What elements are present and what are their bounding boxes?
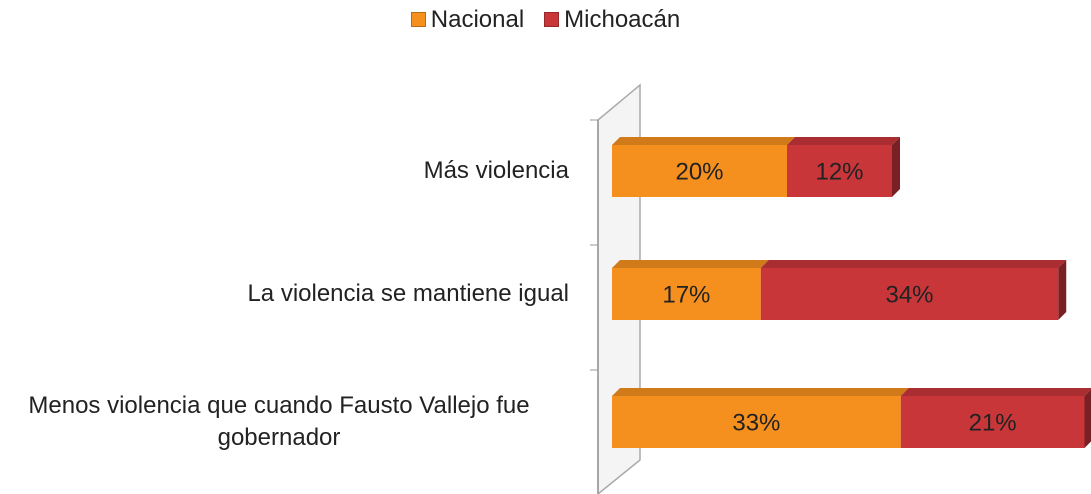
legend-item: Nacional [410, 6, 525, 34]
category-text: Menos violencia que cuando Fausto Vallej… [28, 392, 530, 451]
bar-top [760, 260, 1067, 268]
bar-top [900, 388, 1091, 396]
legend-swatch [544, 12, 560, 27]
bar-top [787, 137, 900, 145]
bar-side [1058, 260, 1067, 320]
category-label: La violencia se mantiene igual [0, 278, 569, 310]
legend-label: Nacional [430, 6, 525, 33]
legend-label: Michoacán [564, 6, 681, 33]
value-label: 34% [885, 281, 933, 308]
legend: Nacional Michoacán [0, 6, 1091, 34]
category-label: Más violencia [0, 155, 569, 187]
bar [900, 396, 1085, 448]
category-text: La violencia se mantiene igual [247, 280, 569, 307]
legend-item: Michoacán [544, 6, 680, 34]
bar [612, 145, 787, 197]
value-label: 21% [969, 409, 1017, 436]
bar [612, 396, 901, 448]
bar [787, 145, 892, 197]
value-label: 33% [732, 409, 780, 436]
bar-side [1084, 389, 1091, 448]
bar-side [892, 137, 900, 197]
bar-top [612, 388, 909, 396]
legend-swatch [410, 12, 426, 27]
bar [612, 268, 761, 320]
value-label: 17% [662, 281, 710, 308]
bar [760, 268, 1059, 320]
bar-top [612, 260, 769, 268]
value-label: 20% [675, 158, 723, 185]
value-label: 12% [815, 158, 863, 185]
category-text: Más violencia [423, 157, 569, 184]
bar-top [612, 137, 795, 145]
category-label: Menos violencia que cuando Fausto Vallej… [0, 390, 569, 454]
